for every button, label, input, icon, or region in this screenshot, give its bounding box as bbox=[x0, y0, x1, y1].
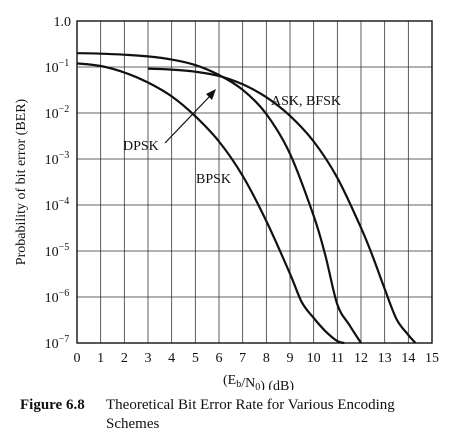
y-axis-label: Probability of bit error (BER) bbox=[14, 98, 29, 265]
y-tick-label: 10−3 bbox=[45, 150, 70, 168]
x-tick-label: 4 bbox=[168, 351, 175, 366]
x-tick-label: 3 bbox=[145, 351, 152, 366]
x-tick-labels: 0 1 2 3 4 5 6 7 8 9 10 11 12 13 14 15 bbox=[74, 351, 440, 366]
x-tick-label: 1 bbox=[97, 351, 104, 366]
curve-label: DPSK bbox=[123, 139, 159, 154]
y-tick-label: 10−1 bbox=[45, 58, 70, 76]
y-tick-label: 1.0 bbox=[54, 15, 72, 30]
dpsk-pointer-arrow bbox=[164, 95, 211, 144]
y-tick-label: 10−2 bbox=[45, 104, 70, 122]
plot-frame bbox=[76, 20, 433, 344]
grid bbox=[77, 21, 432, 343]
x-tick-label: 11 bbox=[331, 351, 344, 366]
figure-title: Theoretical Bit Error Rate for Various E… bbox=[106, 397, 395, 432]
y-tick-label: 10−4 bbox=[45, 196, 70, 214]
curves bbox=[76, 52, 417, 345]
curve-labels: ASK, BFSK DPSK BPSK bbox=[123, 89, 341, 187]
x-tick-label: 13 bbox=[378, 351, 392, 366]
x-tick-label: 14 bbox=[401, 351, 415, 366]
arrowhead-icon bbox=[206, 89, 216, 100]
x-tick-label: 2 bbox=[121, 351, 128, 366]
y-tick-label: 10−6 bbox=[45, 288, 70, 306]
x-tick-label: 8 bbox=[263, 351, 270, 366]
y-tick-label: 10−5 bbox=[45, 242, 70, 260]
curve-ask-bfsk bbox=[147, 67, 417, 344]
x-tick-label: 10 bbox=[307, 351, 321, 366]
curve-label: BPSK bbox=[196, 172, 231, 187]
curve-label: ASK, BFSK bbox=[271, 94, 341, 109]
x-tick-label: 6 bbox=[216, 351, 223, 366]
x-tick-label: 7 bbox=[239, 351, 246, 366]
x-tick-label: 0 bbox=[74, 351, 81, 366]
x-tick-label: 5 bbox=[192, 351, 199, 366]
figure-number: Figure 6.8 bbox=[20, 397, 85, 413]
curve-dpsk bbox=[76, 52, 362, 344]
curve-bpsk bbox=[76, 62, 345, 345]
y-tick-labels: 1.0 10−1 10−2 10−3 10−4 10−5 10−6 10−7 bbox=[45, 15, 71, 352]
x-axis-label: (Eb/N0) (dB) bbox=[223, 373, 294, 390]
x-tick-label: 12 bbox=[354, 351, 368, 366]
y-tick-label: 10−7 bbox=[45, 334, 70, 352]
x-tick-label: 15 bbox=[425, 351, 439, 366]
x-tick-label: 9 bbox=[287, 351, 294, 366]
